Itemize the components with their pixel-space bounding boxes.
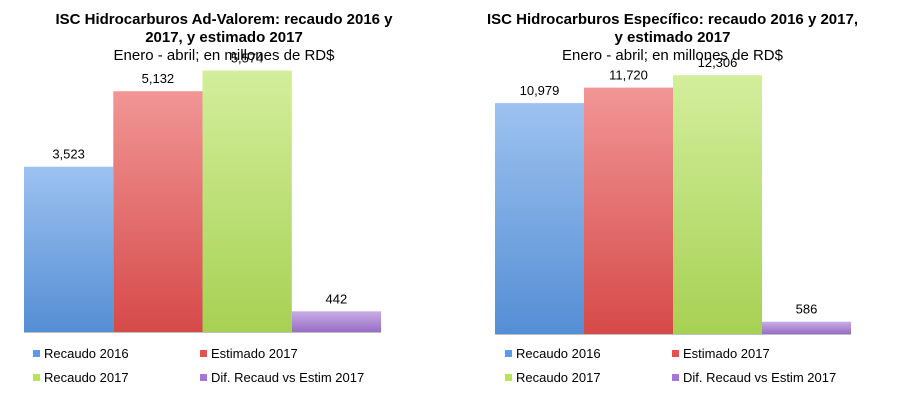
bar-recaudo-2017 [673,75,762,334]
legend-label: Estimado 2017 [211,346,298,361]
bar-recaudo-2017 [202,70,292,332]
legend-label: Recaudo 2016 [516,346,601,361]
legend-swatch [505,374,512,382]
legend-label: Recaudo 2017 [44,370,129,385]
legend-swatch [33,350,40,358]
bar-dif-recaud-vs-estim-2017 [291,311,382,332]
chart-plot: 10,979 11,720 12,306 586 [495,55,851,335]
legend-swatch [200,374,207,382]
bar-dif-recaud-vs-estim-2017 [762,321,851,334]
chart-title-line-2: 2017, y estimado 2017 [145,29,303,46]
chart-especifico: ISC Hidrocarburos Específico: recaudo 20… [448,0,897,404]
legend-swatch [505,350,512,358]
chart-legend: Recaudo 2016 Estimado 2017 Recaudo 2017 Dif… [0,346,448,396]
data-label-dif-recaud-vs-estim-2017: 442 [326,291,348,306]
legend-label: Estimado 2017 [683,346,770,361]
data-label-dif-recaud-vs-estim-2017: 586 [796,302,818,317]
legend-item-recaudo-2017: Recaudo 2017 [505,370,601,386]
legend-swatch [672,350,679,358]
data-label-recaudo-2017: 12,306 [698,55,738,70]
chart-title: ISC Hidrocarburos Específico: recaudo 20… [448,11,897,47]
legend-label: Recaudo 2016 [44,346,129,361]
chart-legend: Recaudo 2016 Estimado 2017 Recaudo 2017 Dif… [448,346,896,396]
legend-item-recaudo-2016: Recaudo 2016 [33,346,129,362]
legend-label: Recaudo 2017 [516,370,601,385]
data-label-estimado-2017: 11,720 [609,68,648,83]
data-label-recaudo-2016: 3,523 [52,147,85,162]
legend-item-dif-recaud-vs-estim-2017: Dif. Recaud vs Estim 2017 [672,370,836,386]
legend-swatch [200,350,207,358]
chart-ad-valorem: ISC Hidrocarburos Ad-Valorem: recaudo 20… [0,0,448,404]
legend-item-estimado-2017: Estimado 2017 [672,346,770,362]
data-label-recaudo-2017: 5,574 [231,51,264,66]
legend-item-estimado-2017: Estimado 2017 [200,346,298,362]
bar-estimado-2017 [113,91,203,332]
bar-estimado-2017 [584,87,673,334]
bar-recaudo-2016 [24,166,114,332]
legend-swatch [672,374,679,382]
legend-swatch [33,374,40,382]
legend-item-dif-recaud-vs-estim-2017: Dif. Recaud vs Estim 2017 [200,370,364,386]
chart-subtitle: Enero - abril; en millones de RD$ [113,47,335,64]
legend-item-recaudo-2017: Recaudo 2017 [33,370,129,386]
data-label-recaudo-2016: 10,979 [520,83,560,98]
chart-plot: 3,523 5,132 5,574 442 [24,51,382,333]
chart-title-line-1: ISC Hidrocarburos Específico: recaudo 20… [487,11,858,28]
bar-recaudo-2016 [495,103,584,334]
chart-title-line-1: ISC Hidrocarburos Ad-Valorem: recaudo 20… [55,11,393,28]
legend-item-recaudo-2016: Recaudo 2016 [505,346,601,362]
data-label-estimado-2017: 5,132 [142,71,175,86]
legend-label: Dif. Recaud vs Estim 2017 [211,370,365,385]
chart-title-line-2: y estimado 2017 [614,29,731,46]
legend-label: Dif. Recaud vs Estim 2017 [683,370,837,385]
chart-subtitle: Enero - abril; en millones de RD$ [562,47,783,64]
chart-title: ISC Hidrocarburos Ad-Valorem: recaudo 20… [0,11,448,47]
